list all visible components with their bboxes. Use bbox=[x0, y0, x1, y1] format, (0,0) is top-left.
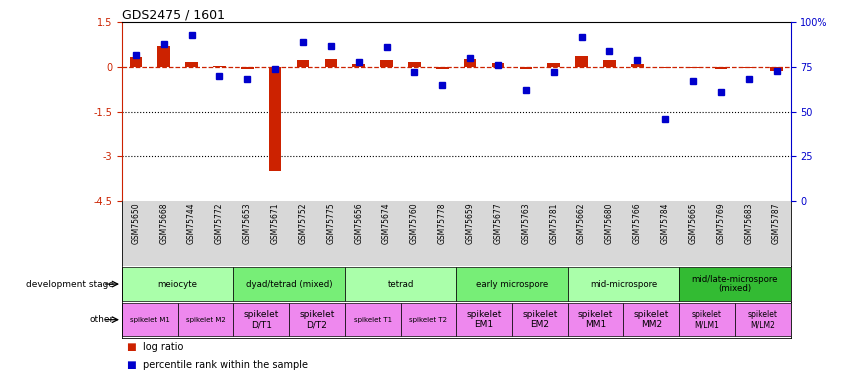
Bar bbox=[715, 67, 727, 69]
Text: spikelet
EM1: spikelet EM1 bbox=[467, 310, 502, 329]
Text: spikelet
M/LM1: spikelet M/LM1 bbox=[692, 310, 722, 329]
Text: GSM75650: GSM75650 bbox=[131, 202, 140, 244]
Text: GSM75683: GSM75683 bbox=[744, 202, 754, 244]
Text: GSM75674: GSM75674 bbox=[382, 202, 391, 244]
Text: GSM75760: GSM75760 bbox=[410, 202, 419, 244]
Text: GSM75775: GSM75775 bbox=[326, 202, 336, 244]
Bar bbox=[213, 66, 225, 67]
Bar bbox=[233, 267, 345, 301]
Text: GSM75671: GSM75671 bbox=[271, 202, 280, 244]
Text: spikelet
MM2: spikelet MM2 bbox=[633, 310, 669, 329]
Text: log ratio: log ratio bbox=[143, 342, 183, 352]
Text: GSM75659: GSM75659 bbox=[466, 202, 474, 244]
Text: GSM75787: GSM75787 bbox=[772, 202, 781, 244]
Text: spikelet
D/T2: spikelet D/T2 bbox=[299, 310, 335, 329]
Text: GSM75656: GSM75656 bbox=[354, 202, 363, 244]
Bar bbox=[241, 67, 254, 69]
Bar bbox=[623, 303, 680, 336]
Text: GSM75662: GSM75662 bbox=[577, 202, 586, 244]
Text: spikelet
EM2: spikelet EM2 bbox=[522, 310, 558, 329]
Bar bbox=[680, 303, 735, 336]
Bar bbox=[680, 267, 791, 301]
Bar bbox=[568, 303, 623, 336]
Bar bbox=[122, 267, 233, 301]
Text: GSM75781: GSM75781 bbox=[549, 202, 558, 244]
Text: mid-microspore: mid-microspore bbox=[590, 280, 657, 289]
Bar bbox=[520, 67, 532, 69]
Bar bbox=[464, 59, 477, 67]
Bar bbox=[547, 63, 560, 67]
Text: early microspore: early microspore bbox=[476, 280, 548, 289]
Bar bbox=[743, 67, 755, 68]
Text: GSM75665: GSM75665 bbox=[689, 202, 697, 244]
Bar bbox=[770, 67, 783, 70]
Text: other: other bbox=[89, 315, 114, 324]
Text: ■: ■ bbox=[126, 360, 136, 370]
Bar bbox=[568, 267, 679, 301]
Text: spikelet
MM1: spikelet MM1 bbox=[578, 310, 613, 329]
Text: percentile rank within the sample: percentile rank within the sample bbox=[143, 360, 308, 370]
Bar bbox=[233, 303, 289, 336]
Bar bbox=[380, 60, 393, 67]
Text: GSM75744: GSM75744 bbox=[187, 202, 196, 244]
Text: GDS2475 / 1601: GDS2475 / 1601 bbox=[122, 8, 225, 21]
Bar bbox=[735, 303, 791, 336]
Text: GSM75772: GSM75772 bbox=[215, 202, 224, 244]
Bar bbox=[269, 67, 282, 171]
Text: spikelet T2: spikelet T2 bbox=[410, 316, 447, 322]
Text: meiocyte: meiocyte bbox=[157, 280, 198, 289]
Bar bbox=[289, 303, 345, 336]
Bar bbox=[631, 64, 643, 67]
Bar bbox=[400, 303, 456, 336]
Bar bbox=[456, 267, 568, 301]
Text: GSM75766: GSM75766 bbox=[632, 202, 642, 244]
Bar bbox=[436, 67, 448, 69]
Bar bbox=[659, 67, 671, 68]
Bar bbox=[185, 62, 198, 67]
Bar bbox=[130, 57, 142, 67]
Text: GSM75677: GSM75677 bbox=[494, 202, 503, 244]
Text: GSM75752: GSM75752 bbox=[299, 202, 308, 244]
Text: spikelet
D/T1: spikelet D/T1 bbox=[244, 310, 279, 329]
Text: GSM75763: GSM75763 bbox=[521, 202, 531, 244]
Bar bbox=[512, 303, 568, 336]
Text: GSM75668: GSM75668 bbox=[159, 202, 168, 244]
Text: mid/late-microspore
(mixed): mid/late-microspore (mixed) bbox=[691, 275, 778, 293]
Bar bbox=[575, 56, 588, 67]
Bar bbox=[352, 64, 365, 67]
Text: development stage: development stage bbox=[25, 280, 114, 289]
Bar bbox=[157, 46, 170, 67]
Text: ■: ■ bbox=[126, 342, 136, 352]
Bar bbox=[408, 62, 420, 67]
Bar bbox=[345, 267, 456, 301]
Text: GSM75769: GSM75769 bbox=[717, 202, 726, 244]
Text: spikelet M1: spikelet M1 bbox=[130, 316, 170, 322]
Text: GSM75653: GSM75653 bbox=[243, 202, 251, 244]
Text: GSM75784: GSM75784 bbox=[661, 202, 669, 244]
Bar bbox=[297, 60, 309, 67]
Text: dyad/tetrad (mixed): dyad/tetrad (mixed) bbox=[246, 280, 332, 289]
Bar bbox=[687, 67, 700, 68]
Bar bbox=[603, 60, 616, 67]
Text: spikelet T1: spikelet T1 bbox=[353, 316, 392, 322]
Bar bbox=[345, 303, 400, 336]
Text: spikelet
M/LM2: spikelet M/LM2 bbox=[748, 310, 778, 329]
Bar bbox=[456, 303, 512, 336]
Text: spikelet M2: spikelet M2 bbox=[186, 316, 225, 322]
Text: GSM75778: GSM75778 bbox=[438, 202, 447, 244]
Text: tetrad: tetrad bbox=[388, 280, 414, 289]
Bar bbox=[492, 63, 505, 67]
Bar bbox=[177, 303, 233, 336]
Bar bbox=[325, 59, 337, 67]
Text: GSM75680: GSM75680 bbox=[605, 202, 614, 244]
Bar bbox=[122, 303, 177, 336]
